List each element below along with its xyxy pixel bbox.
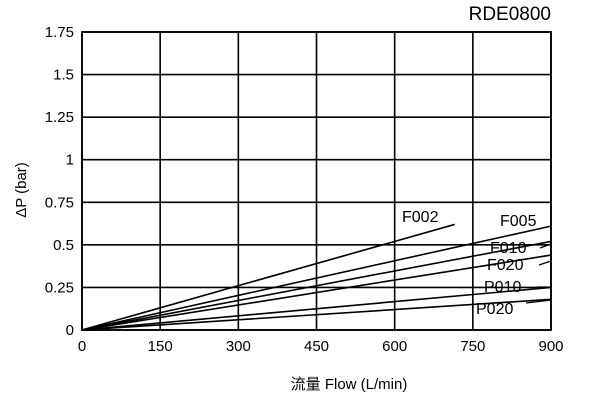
plot-frame — [81, 31, 552, 331]
series-line-f020 — [81, 254, 552, 331]
series-leader-p020 — [525, 299, 552, 304]
y-tick-label: 1 — [66, 152, 74, 169]
series-label-f002: F002 — [402, 209, 439, 226]
series-line-p020 — [81, 298, 552, 331]
series-line-p010 — [81, 286, 552, 331]
x-axis-label: 流量 Flow (L/min) — [291, 376, 408, 393]
series-lines — [81, 223, 552, 331]
x-tick-label: 750 — [460, 338, 485, 355]
y-tick-label: 1.5 — [53, 67, 74, 84]
chart-title: RDE0800 — [469, 4, 551, 25]
series-line-f005 — [81, 225, 552, 331]
y-tick-label: 0.75 — [45, 194, 74, 211]
y-axis-ticks: 0 0.25 0.5 0.75 1 1.25 1.5 1.75 — [45, 24, 74, 339]
series-leader-f010 — [539, 243, 552, 249]
series-label-f020: F020 — [487, 257, 524, 274]
series-leader-f020 — [538, 260, 552, 266]
x-tick-label: 150 — [148, 338, 173, 355]
x-axis-ticks: 0 150 300 450 600 750 900 — [78, 338, 564, 355]
y-axis-label: ΔP (bar) — [13, 162, 30, 218]
y-tick-label: 1.75 — [45, 24, 74, 41]
x-tick-label: 600 — [382, 338, 407, 355]
x-tick-label: 300 — [226, 338, 251, 355]
x-tick-label: 450 — [304, 338, 329, 355]
series-line-f002 — [81, 223, 455, 331]
series-label-f005: F005 — [500, 213, 537, 230]
x-tick-label: 0 — [78, 338, 86, 355]
series-label-f010: F010 — [490, 240, 527, 257]
x-tick-label: 900 — [538, 338, 563, 355]
y-tick-label: 0.25 — [45, 279, 74, 296]
y-tick-label: 1.25 — [45, 109, 74, 126]
series-label-p010: P010 — [484, 279, 521, 296]
series-line-f010 — [81, 240, 552, 331]
y-tick-label: 0 — [66, 322, 74, 339]
y-tick-label: 0.5 — [53, 237, 74, 254]
series-label-p020: P020 — [476, 301, 513, 318]
